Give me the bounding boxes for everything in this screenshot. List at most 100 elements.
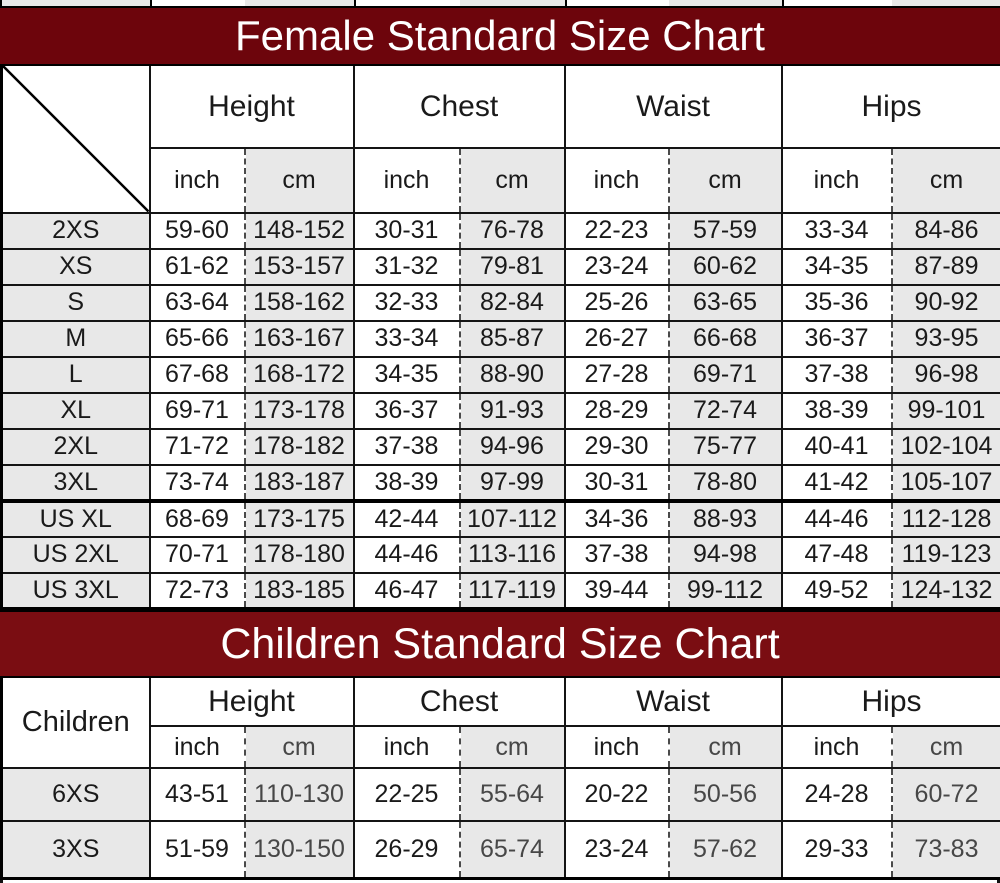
measurement-cell: 25-26 <box>563 284 669 322</box>
measurement-cell: 158-162 <box>243 284 354 322</box>
children-corner-label: Children <box>1 678 150 769</box>
measurement-cell: 117-119 <box>458 572 565 610</box>
measurement-cell: 32-33 <box>352 284 460 322</box>
table-row: XL 69-71 173-178 36-37 91-93 28-29 72-74 38-39 9… <box>1 392 1000 430</box>
measurement-cell: 49-52 <box>780 572 892 610</box>
measurement-cell: 178-180 <box>243 536 354 574</box>
unit-header-cm: cm <box>890 148 1000 214</box>
unit-header-cm: cm <box>667 148 782 214</box>
measurement-cell: 72-74 <box>667 392 782 430</box>
measurement-cell: 119-123 <box>890 536 1000 574</box>
female-chart-title-banner: Female Standard Size Chart <box>0 6 1000 66</box>
table-row: S 63-64 158-162 32-33 82-84 25-26 63-65 35-36 90… <box>1 284 1000 322</box>
table-row: US XL 68-69 173-175 42-44 107-112 34-36 88-93 4… <box>1 498 1000 538</box>
measurement-cell: 36-37 <box>352 392 460 430</box>
children-chart-title-banner: Children Standard Size Chart <box>0 610 1000 678</box>
group-header-height: Height <box>148 678 354 727</box>
measurement-cell: 31-32 <box>352 248 460 286</box>
table-row: XS 61-62 153-157 31-32 79-81 23-24 60-62 34-35 8… <box>1 248 1000 286</box>
measurement-cell: 26-29 <box>352 821 460 880</box>
measurement-cell: 37-38 <box>780 356 892 394</box>
measurement-cell: 85-87 <box>458 320 565 358</box>
size-label-cell: 2XL <box>1 428 150 466</box>
measurement-cell: 93-95 <box>890 320 1000 358</box>
measurement-cell: 67-68 <box>148 356 245 394</box>
measurement-cell: 88-90 <box>458 356 565 394</box>
measurement-cell: 60-62 <box>667 248 782 286</box>
measurement-cell: 97-99 <box>458 464 565 502</box>
size-label-cell: US 3XL <box>1 572 150 610</box>
group-header-hips: Hips <box>780 66 1000 150</box>
measurement-cell: 26-27 <box>563 320 669 358</box>
measurement-cell: 112-128 <box>890 498 1000 538</box>
measurement-cell: 24-28 <box>780 768 892 822</box>
measurement-cell: 110-130 <box>243 768 354 822</box>
measurement-cell: 37-38 <box>352 428 460 466</box>
measurement-cell: 94-96 <box>458 428 565 466</box>
size-label-cell: 2XS <box>1 212 150 250</box>
measurement-cell: 105-107 <box>890 464 1000 502</box>
unit-header-cm: cm <box>667 726 782 769</box>
measurement-cell: 34-36 <box>563 498 669 538</box>
measurement-cell: 47-48 <box>780 536 892 574</box>
children-table-body: 6XS 43-51 110-130 22-25 55-64 20-22 50-56 24-28… <box>1 768 1000 880</box>
table-row: L 67-68 168-172 34-35 88-90 27-28 69-71 37-38 96… <box>1 356 1000 394</box>
group-header-chest: Chest <box>352 66 565 150</box>
size-label-cell: L <box>1 356 150 394</box>
group-header-waist: Waist <box>563 678 782 727</box>
conversion-note-bar: 1foot=12inches ,1inch=2.54cm ,1foot=30.4… <box>0 879 1000 883</box>
measurement-cell: 30-31 <box>563 464 669 502</box>
size-label-cell: US 2XL <box>1 536 150 574</box>
measurement-cell: 37-38 <box>563 536 669 574</box>
measurement-cell: 29-30 <box>563 428 669 466</box>
size-label-cell: M <box>1 320 150 358</box>
measurement-cell: 82-84 <box>458 284 565 322</box>
measurement-cell: 33-34 <box>352 320 460 358</box>
measurement-cell: 22-25 <box>352 768 460 822</box>
measurement-cell: 44-46 <box>352 536 460 574</box>
table-row: 3XS 51-59 130-150 26-29 65-74 23-24 57-62 29-33… <box>1 821 1000 880</box>
size-label-cell: S <box>1 284 150 322</box>
measurement-cell: 38-39 <box>352 464 460 502</box>
unit-header-inch: inch <box>780 148 892 214</box>
measurement-cell: 124-132 <box>890 572 1000 610</box>
diagonal-corner-cell <box>1 66 150 214</box>
measurement-cell: 91-93 <box>458 392 565 430</box>
measurement-cell: 78-80 <box>667 464 782 502</box>
measurement-cell: 38-39 <box>780 392 892 430</box>
measurement-cell: 27-28 <box>563 356 669 394</box>
unit-header-cm: cm <box>890 726 1000 769</box>
measurement-cell: 94-98 <box>667 536 782 574</box>
measurement-cell: 73-83 <box>890 821 1000 880</box>
size-label-cell: 6XS <box>1 768 150 822</box>
measurement-cell: 66-68 <box>667 320 782 358</box>
measurement-cell: 76-78 <box>458 212 565 250</box>
measurement-cell: 178-182 <box>243 428 354 466</box>
remnant-cell <box>2 0 150 6</box>
measurement-cell: 153-157 <box>243 248 354 286</box>
unit-header-inch: inch <box>148 726 245 769</box>
unit-header-cm: cm <box>243 726 354 769</box>
unit-header-cm: cm <box>458 148 565 214</box>
cropped-table-remnant <box>0 0 1000 6</box>
size-label-cell: XL <box>1 392 150 430</box>
measurement-cell: 60-72 <box>890 768 1000 822</box>
unit-header-inch: inch <box>563 148 669 214</box>
unit-header-inch: inch <box>352 726 460 769</box>
measurement-cell: 50-56 <box>667 768 782 822</box>
measurement-cell: 65-66 <box>148 320 245 358</box>
measurement-cell: 148-152 <box>243 212 354 250</box>
measurement-cell: 63-65 <box>667 284 782 322</box>
diagonal-line <box>3 66 149 212</box>
unit-header-cm: cm <box>458 726 565 769</box>
size-label-cell: 3XS <box>1 821 150 880</box>
measurement-cell: 57-59 <box>667 212 782 250</box>
group-header-height: Height <box>148 66 354 150</box>
remnant-gridline <box>150 0 152 6</box>
remnant-gridline <box>565 0 567 6</box>
table-row: 6XS 43-51 110-130 22-25 55-64 20-22 50-56 24-28… <box>1 768 1000 822</box>
measurement-cell: 28-29 <box>563 392 669 430</box>
measurement-cell: 90-92 <box>890 284 1000 322</box>
unit-header-inch: inch <box>563 726 669 769</box>
measurement-cell: 44-46 <box>780 498 892 538</box>
